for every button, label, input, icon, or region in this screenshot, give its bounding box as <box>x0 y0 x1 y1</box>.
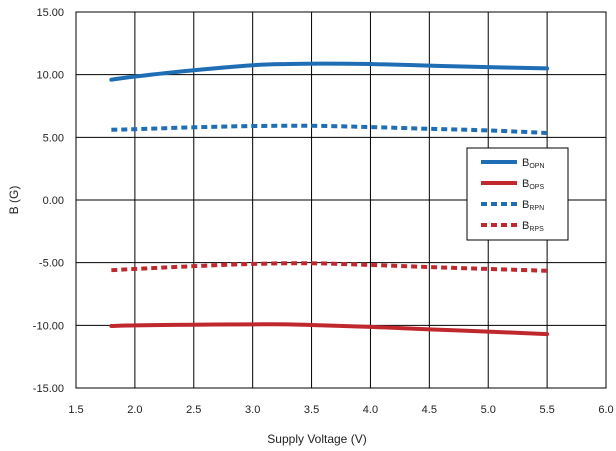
y-axis-title: B (G) <box>7 186 21 215</box>
x-tick-label: 1.5 <box>68 404 83 416</box>
legend-label: BRPN <box>522 199 544 212</box>
x-tick-label: 5.5 <box>539 404 554 416</box>
y-axis-ticks: -15.00 -10.00 -5.00 0.00 5.00 10.00 15.00 <box>33 7 64 395</box>
y-tick-label: 15.00 <box>36 7 64 19</box>
y-tick-label: 10.00 <box>36 70 64 82</box>
series-line-ops <box>109 322 550 337</box>
x-tick-label: 3.0 <box>245 404 260 416</box>
y-tick-label: -10.00 <box>33 320 64 332</box>
x-tick-label: 4.0 <box>363 404 378 416</box>
x-tick-label: 2.0 <box>127 404 142 416</box>
legend: BOPN BOPS BRPN BRPS <box>466 147 569 241</box>
y-tick-label: -15.00 <box>33 383 64 395</box>
x-tick-label: 4.5 <box>422 404 437 416</box>
x-axis-ticks: 1.5 2.0 2.5 3.0 3.5 4.0 4.5 5.0 5.5 6.0 <box>68 404 613 416</box>
legend-label: BRPS <box>522 220 544 233</box>
series-lines <box>109 61 550 337</box>
legend-label: BOPS <box>522 178 544 191</box>
x-axis-title: Supply Voltage (V) <box>267 432 366 446</box>
x-tick-label: 6.0 <box>598 404 613 416</box>
plot-frame <box>75 11 607 389</box>
series-line-rps <box>111 261 548 273</box>
legend-label: BOPN <box>522 157 545 170</box>
x-tick-label: 2.5 <box>186 404 201 416</box>
y-tick-label: 0.00 <box>43 195 64 207</box>
y-tick-label: -5.00 <box>39 258 64 270</box>
x-tick-label: 5.0 <box>481 404 496 416</box>
y-tick-label: 5.00 <box>43 132 64 144</box>
series-line-opn <box>109 61 550 82</box>
series-line-rpn <box>111 123 548 135</box>
x-tick-label: 3.5 <box>304 404 319 416</box>
